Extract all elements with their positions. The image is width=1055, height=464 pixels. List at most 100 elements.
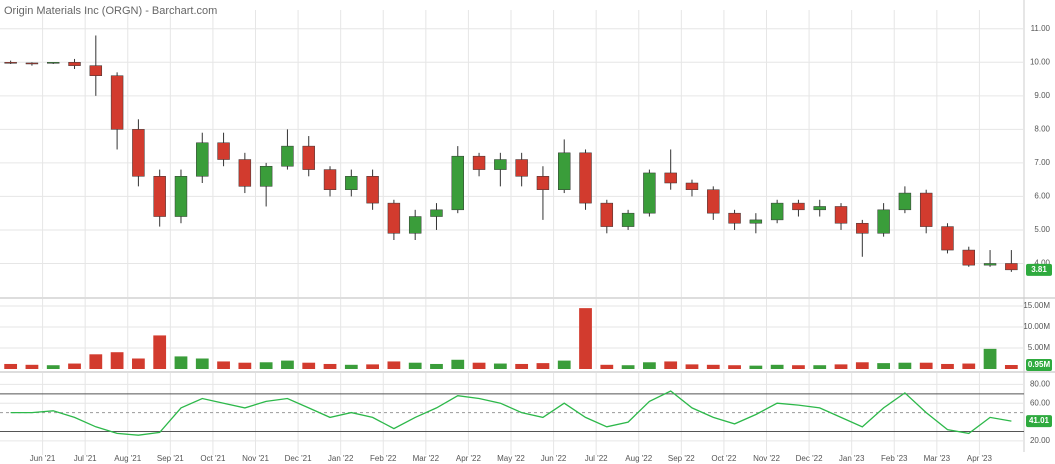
candle-body	[898, 192, 912, 211]
candle-body	[1005, 263, 1018, 271]
candle-body	[856, 222, 869, 234]
volume-bar	[4, 363, 18, 369]
candle-body	[685, 182, 699, 190]
y-tick-label: 10.00M	[1023, 322, 1050, 331]
candle-body	[919, 192, 933, 227]
y-tick-label: 60.00	[1030, 398, 1051, 407]
last-price-badge	[1026, 263, 1052, 276]
x-tick-label: Apr '23	[967, 454, 993, 463]
volume-bar	[451, 359, 465, 369]
y-tick-label: 8.00	[1034, 124, 1050, 133]
candle-body	[472, 155, 486, 170]
last-volume: 0.95M	[1028, 360, 1051, 369]
x-tick-label: Aug '21	[114, 454, 141, 463]
last-rsi: 41.01	[1029, 416, 1050, 425]
candle-body	[813, 206, 826, 211]
x-tick-label: Mar '23	[924, 454, 951, 463]
x-tick-label: Oct '22	[711, 454, 737, 463]
candle-body	[68, 62, 81, 66]
candle-body	[494, 159, 507, 170]
volume-bar	[706, 364, 720, 369]
candle-body	[366, 176, 379, 204]
candle-body	[430, 209, 443, 217]
volume-bar	[728, 365, 741, 369]
x-tick-label: Sep '22	[668, 454, 695, 463]
candle-body	[834, 206, 848, 224]
candle-body	[579, 152, 592, 204]
candle-body	[515, 159, 528, 177]
candle-body	[941, 226, 954, 251]
chart-title: Origin Materials Inc (ORGN) - Barchart.c…	[4, 5, 217, 17]
rsi-line	[10, 390, 1012, 436]
candle-body	[387, 202, 401, 234]
volume-bar	[621, 365, 635, 369]
candle-body	[281, 145, 294, 167]
candle-body	[302, 145, 315, 170]
candle-body	[749, 219, 763, 224]
volume-bar	[792, 365, 805, 369]
candle-body	[877, 209, 890, 234]
candle-body	[536, 176, 550, 190]
x-tick-label: Jan '22	[328, 454, 354, 463]
last-volume-badge	[1026, 359, 1052, 372]
candle-body	[600, 202, 614, 227]
volume-bar	[408, 362, 422, 369]
candle-body	[323, 169, 337, 190]
volume-bar	[941, 363, 954, 369]
volume-bar	[664, 361, 678, 369]
volume-bar	[217, 361, 230, 369]
y-tick-label: 7.00	[1034, 158, 1050, 167]
volume-bar	[259, 362, 273, 369]
x-tick-label: Sep '21	[157, 454, 184, 463]
y-tick-label: 4.00	[1034, 259, 1050, 268]
volume-bar	[302, 362, 316, 369]
y-tick-label: 15.00M	[1023, 301, 1050, 310]
candle-body	[728, 212, 741, 224]
volume-bar	[110, 352, 124, 369]
y-tick-label: 9.00	[1034, 91, 1050, 100]
volume-bar	[855, 362, 869, 369]
x-tick-label: Nov '21	[242, 454, 269, 463]
candle-body	[196, 142, 209, 177]
candle-body	[4, 62, 17, 64]
candle-body	[47, 62, 60, 64]
candle-body	[664, 172, 677, 184]
volume-bar	[366, 364, 379, 369]
candle-body	[962, 249, 975, 266]
candle-body	[408, 216, 422, 234]
candle-body	[132, 129, 145, 177]
volume-bar	[515, 363, 529, 369]
volume-bar	[749, 365, 763, 369]
last-price: 3.81	[1031, 265, 1047, 274]
x-tick-label: Dec '22	[796, 454, 823, 463]
volume-bar	[68, 363, 81, 369]
volume-bar	[46, 365, 60, 369]
candle-body	[89, 65, 103, 76]
candle-body	[217, 142, 230, 160]
x-tick-label: Oct '21	[200, 454, 226, 463]
volume-bar	[493, 363, 507, 369]
volume-bar	[919, 362, 933, 369]
x-tick-label: Jun '21	[30, 454, 56, 463]
x-tick-label: Mar '22	[413, 454, 440, 463]
volume-bar	[898, 362, 912, 369]
x-tick-label: Apr '22	[456, 454, 482, 463]
y-tick-label: 6.00	[1034, 192, 1050, 201]
candle-body	[983, 263, 997, 266]
volume-bar	[600, 364, 614, 369]
volume-bar	[430, 363, 443, 369]
volume-bar	[281, 360, 294, 369]
x-tick-label: Feb '23	[881, 454, 908, 463]
volume-bar	[344, 364, 358, 369]
x-tick-label: Jan '23	[839, 454, 865, 463]
volume-bar	[174, 356, 188, 369]
volume-bar	[877, 363, 890, 369]
x-tick-label: Dec '21	[285, 454, 312, 463]
last-rsi-badge	[1026, 415, 1052, 428]
y-tick-label: 11.00	[1031, 24, 1051, 33]
volume-bar	[536, 363, 550, 369]
volume-bar	[983, 348, 997, 369]
candle-body	[259, 165, 273, 187]
